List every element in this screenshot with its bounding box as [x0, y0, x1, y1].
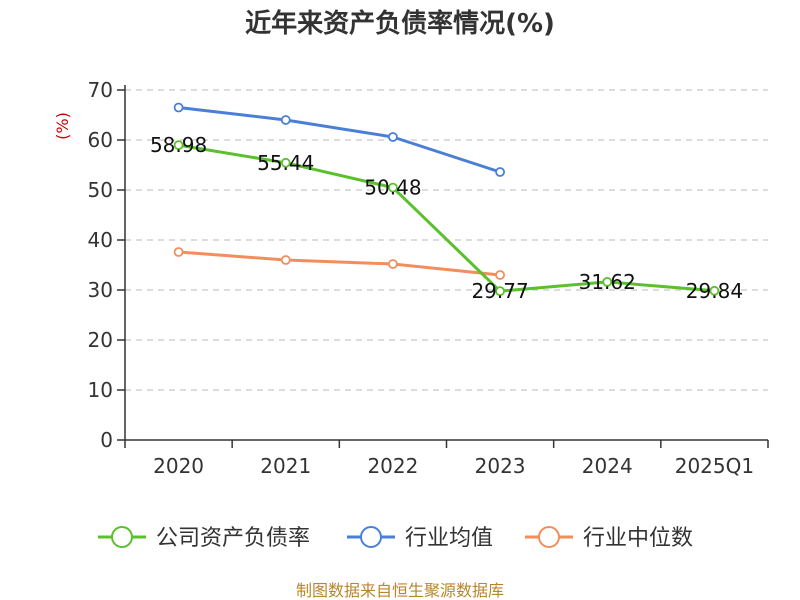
x-tick-label: 2025Q1: [675, 454, 754, 478]
y-tick-label: 10: [88, 378, 113, 402]
data-point-2: [173, 247, 184, 257]
data-label: 31.62: [579, 270, 636, 294]
y-tick-label: 40: [88, 228, 113, 252]
data-label: 50.48: [364, 176, 421, 200]
data-label: 29.77: [471, 279, 528, 303]
legend-marker-1: [360, 526, 382, 548]
x-tick-label: 2020: [153, 454, 204, 478]
data-point-1: [280, 115, 291, 125]
data-point-0: [173, 140, 184, 151]
chart-title: 近年来资产负债率情况(%): [245, 8, 555, 39]
y-tick-label: 20: [88, 328, 113, 352]
y-tick-label: 30: [88, 278, 113, 302]
data-labels: 58.98 55.44 50.48 29.77 31.62 29.84: [150, 133, 743, 303]
y-tick-label: 70: [88, 78, 113, 102]
legend-label-2: 行业中位数: [583, 526, 693, 551]
data-label: 58.98: [150, 133, 207, 157]
data-point-1: [495, 167, 505, 177]
y-tick-label: 0: [100, 428, 113, 452]
x-tick-label: 2021: [260, 454, 311, 478]
data-point-2: [388, 259, 398, 269]
y-tick-label: 60: [88, 128, 113, 152]
data-point-2: [280, 255, 291, 265]
legend-label-0: 公司资产负债率: [156, 526, 310, 551]
legend-marker-0: [111, 526, 133, 548]
legend: 公司资产负债率 行业均值 行业中位数: [98, 526, 693, 551]
data-point-0: [280, 157, 291, 168]
data-label: 55.44: [257, 151, 314, 175]
data-label: 29.84: [686, 279, 743, 303]
x-tick-label: 2024: [582, 454, 633, 478]
series-line-0: [178, 143, 715, 293]
data-point-0: [709, 285, 720, 296]
x-tick-label: 2023: [475, 454, 526, 478]
data-point-0: [495, 286, 505, 297]
data-point-2: [495, 270, 505, 280]
legend-label-1: 行业均值: [405, 526, 493, 551]
series-layer: [173, 102, 720, 297]
data-point-0: [388, 182, 398, 193]
data-point-1: [388, 132, 398, 142]
y-axis-unit: (%): [53, 112, 72, 140]
series-line-1: [178, 106, 501, 174]
data-source-note: 制图数据来自恒生聚源数据库: [296, 581, 504, 600]
data-point-0: [602, 276, 613, 287]
legend-marker-2: [538, 526, 560, 548]
axes: 0 10 20 30 40 50 60 70 2020 2021 2022 2023 2024 2025Q…: [88, 78, 769, 478]
y-tick-label: 50: [88, 178, 113, 202]
series-line-2: [178, 250, 501, 277]
data-point-1: [173, 102, 184, 113]
x-tick-label: 2022: [367, 454, 418, 478]
